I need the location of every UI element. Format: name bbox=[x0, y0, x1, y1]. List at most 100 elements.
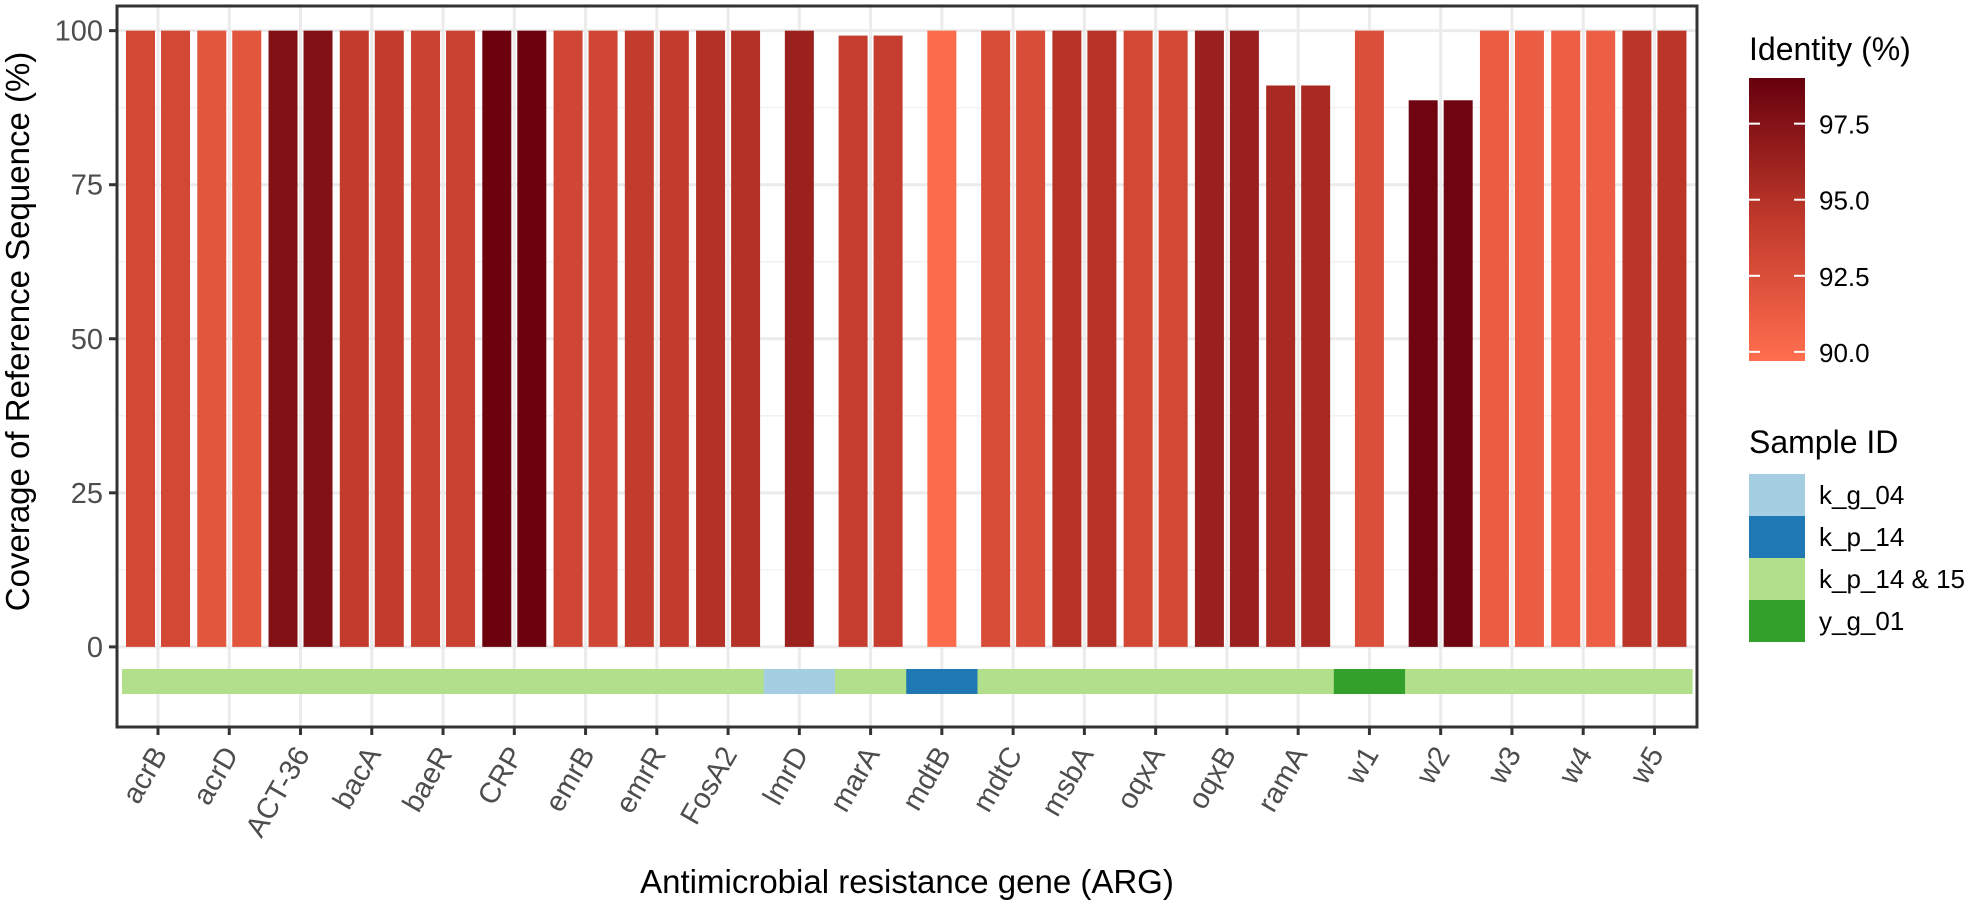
x-tick-label: bacA bbox=[327, 741, 388, 815]
bar-oqxb bbox=[1194, 30, 1224, 647]
bar-baca bbox=[374, 30, 404, 647]
bar-w5 bbox=[1622, 30, 1652, 647]
strip-tile-w1 bbox=[1333, 669, 1406, 694]
bar-rama bbox=[1266, 85, 1296, 647]
strip-tile-oqxb bbox=[1191, 669, 1264, 694]
x-tick-label: msbA bbox=[1036, 741, 1101, 822]
strip-tile-rama bbox=[1262, 669, 1335, 694]
bar-emrr bbox=[624, 30, 654, 647]
x-tick-label: emrR bbox=[610, 742, 673, 819]
y-tick-label: 25 bbox=[71, 478, 103, 510]
bar-acrb bbox=[161, 30, 190, 647]
bar-oqxa bbox=[1158, 30, 1188, 647]
sample-key-k-p-14-15 bbox=[1749, 558, 1805, 600]
strip-tile-crp bbox=[478, 669, 551, 694]
strip-tile-fosa2 bbox=[692, 669, 765, 694]
bar-baer bbox=[411, 30, 441, 647]
x-tick-label: acrB bbox=[117, 742, 175, 810]
x-tick-label: lmrD bbox=[757, 742, 815, 811]
colorbar-tick-label: 95.0 bbox=[1819, 186, 1870, 216]
sample-key-label: y_g_01 bbox=[1819, 606, 1904, 636]
y-tick-label: 0 bbox=[87, 632, 103, 664]
bar-w4 bbox=[1551, 30, 1581, 647]
bar-act-36 bbox=[303, 30, 333, 647]
sample-key-label: k_p_14 & 15 bbox=[1819, 564, 1965, 594]
x-tick-label: w3 bbox=[1481, 742, 1528, 791]
strip-tile-baca bbox=[336, 669, 409, 694]
bar-acrd bbox=[232, 30, 262, 647]
sample-key-label: k_g_04 bbox=[1819, 480, 1904, 510]
bar-w4 bbox=[1586, 30, 1616, 647]
sample-key-label: k_p_14 bbox=[1819, 522, 1904, 552]
bar-emrb bbox=[588, 30, 618, 647]
sample-key-k-g-04 bbox=[1749, 474, 1805, 516]
strip-tile-acrb bbox=[122, 669, 195, 694]
bar-mdtb bbox=[927, 30, 957, 647]
strip-tile-w3 bbox=[1476, 669, 1549, 694]
bar-msba bbox=[1052, 30, 1082, 647]
bar-baer bbox=[446, 30, 476, 647]
x-tick-label: mdtC bbox=[967, 742, 1029, 818]
bar-mara bbox=[838, 35, 868, 647]
x-tick-label: mdtB bbox=[896, 742, 958, 817]
strip-tile-oqxa bbox=[1120, 669, 1192, 694]
colorbar-tick-label: 97.5 bbox=[1819, 110, 1870, 140]
x-tick-label: acrD bbox=[187, 742, 245, 811]
bar-oqxb bbox=[1229, 30, 1259, 647]
strip-tile-acrd bbox=[193, 669, 266, 694]
identity-colorbar bbox=[1749, 78, 1805, 361]
strip-tile-act-36 bbox=[264, 669, 337, 694]
bar-w3 bbox=[1514, 30, 1544, 647]
x-tick-label: marA bbox=[824, 741, 887, 818]
x-tick-label: baeR bbox=[397, 742, 459, 818]
y-tick-label: 50 bbox=[71, 324, 103, 356]
bar-emrr bbox=[659, 30, 689, 647]
bar-acrb bbox=[126, 30, 155, 647]
bar-layer bbox=[126, 30, 1687, 647]
bar-w5 bbox=[1657, 30, 1687, 647]
bar-fosa2 bbox=[731, 30, 761, 647]
x-tick-label: emrB bbox=[539, 742, 601, 818]
sample-key-k-p-14 bbox=[1749, 516, 1805, 558]
bar-mara bbox=[873, 35, 903, 647]
identity-legend-title: Identity (%) bbox=[1749, 31, 1911, 67]
bar-lmrd bbox=[784, 30, 814, 647]
strip-tile-mdtb bbox=[906, 669, 979, 694]
strip-tile-w4 bbox=[1547, 669, 1620, 694]
bar-mdtc bbox=[1016, 30, 1046, 647]
colorbar-tick-label: 92.5 bbox=[1819, 262, 1870, 292]
bar-oqxa bbox=[1123, 30, 1153, 647]
bar-fosa2 bbox=[696, 30, 726, 647]
x-tick-label: w5 bbox=[1624, 742, 1671, 791]
x-tick-label: CRP bbox=[472, 742, 530, 811]
panel-border bbox=[115, 4, 1699, 729]
bar-msba bbox=[1087, 30, 1117, 647]
sample-strip bbox=[122, 669, 1693, 694]
bar-mdtc bbox=[981, 30, 1011, 647]
x-tick-label: oqxB bbox=[1182, 742, 1243, 815]
legend: Identity (%) 97.595.092.590.0 Sample ID … bbox=[1749, 31, 1965, 642]
bar-rama bbox=[1301, 85, 1331, 647]
strip-tile-w5 bbox=[1618, 669, 1693, 694]
bar-crp bbox=[482, 30, 512, 647]
bar-baca bbox=[339, 30, 369, 647]
bar-w2 bbox=[1408, 100, 1438, 647]
strip-tile-emrb bbox=[549, 669, 622, 694]
sample-key-y-g-01 bbox=[1749, 600, 1805, 642]
bar-w1 bbox=[1354, 30, 1384, 647]
identity-colorbar-ticks: 97.5 95.0 92.5 90.0 bbox=[1749, 110, 1870, 368]
x-tick-label: w1 bbox=[1339, 742, 1386, 791]
y-axis-title: Coverage of Reference Sequence (%) bbox=[0, 52, 36, 612]
bar-w2 bbox=[1443, 100, 1473, 647]
bar-crp bbox=[517, 30, 547, 647]
x-tick-label: w2 bbox=[1410, 742, 1457, 791]
strip-tile-w2 bbox=[1405, 669, 1477, 694]
bar-w3 bbox=[1479, 30, 1509, 647]
sample-legend-items: k_g_04 k_p_14 k_p_14 & 15 y_g_01 bbox=[1749, 474, 1965, 642]
bar-act-36 bbox=[268, 30, 298, 647]
strip-tile-msba bbox=[1048, 669, 1121, 694]
y-tick-label: 100 bbox=[55, 16, 103, 48]
y-tick-label: 75 bbox=[71, 170, 103, 202]
sample-legend-title: Sample ID bbox=[1749, 424, 1898, 460]
